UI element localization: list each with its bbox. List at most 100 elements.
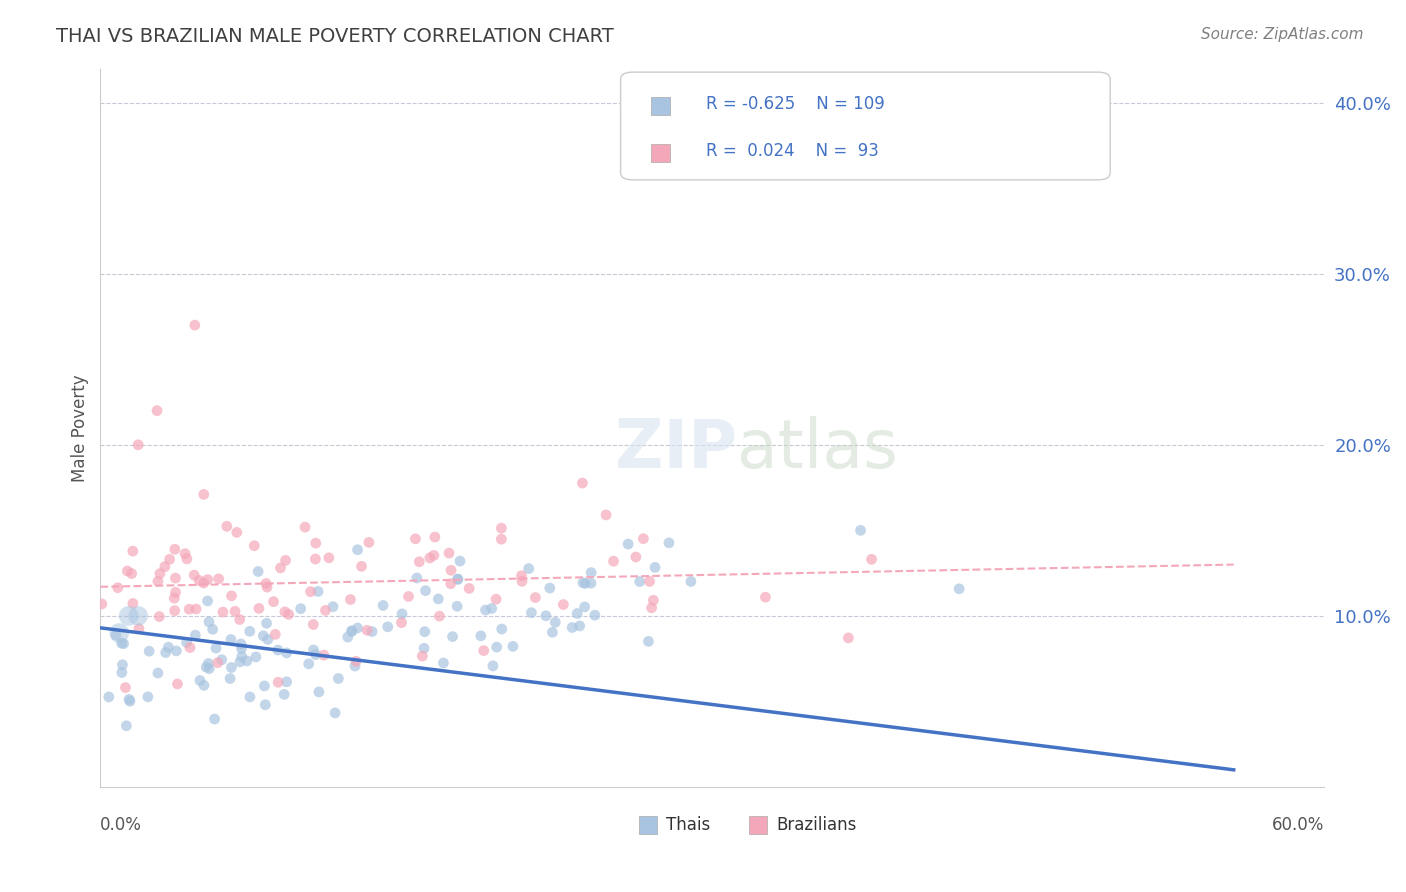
Point — [491, 532, 513, 546]
Point — [229, 612, 252, 626]
Point — [502, 640, 524, 654]
Point — [346, 542, 368, 557]
Point — [221, 660, 243, 674]
Point — [121, 544, 143, 558]
Point — [229, 655, 252, 669]
Point — [491, 622, 513, 636]
Point — [567, 607, 589, 621]
Point — [441, 630, 464, 644]
Point — [254, 698, 277, 712]
Point — [107, 581, 129, 595]
Point — [485, 640, 508, 654]
Point — [104, 628, 127, 642]
Point — [350, 559, 373, 574]
Point — [184, 602, 207, 616]
Text: ZIP: ZIP — [614, 417, 737, 483]
Point — [346, 621, 368, 635]
Point — [263, 594, 285, 608]
Point — [482, 659, 505, 673]
Point — [197, 594, 219, 608]
Point — [111, 665, 134, 680]
Point — [427, 591, 450, 606]
Text: atlas: atlas — [737, 417, 898, 483]
Point — [754, 590, 776, 604]
Point — [239, 690, 262, 704]
Point — [110, 636, 132, 650]
Bar — [651, 144, 669, 162]
Point — [481, 601, 503, 615]
Point — [146, 574, 169, 589]
Point — [188, 673, 211, 688]
Point — [305, 536, 328, 550]
Point — [520, 606, 543, 620]
Point — [413, 624, 436, 639]
Point — [118, 694, 141, 708]
Point — [163, 591, 186, 606]
Point — [118, 608, 141, 623]
Point — [254, 576, 277, 591]
Point — [299, 584, 322, 599]
Point — [314, 603, 336, 617]
Point — [127, 438, 149, 452]
Point — [298, 657, 321, 671]
Point — [115, 719, 138, 733]
Point — [269, 561, 291, 575]
Point — [247, 565, 270, 579]
Point — [404, 532, 426, 546]
Point — [318, 550, 340, 565]
Point — [136, 690, 159, 704]
Point — [485, 592, 508, 607]
Point — [391, 615, 413, 630]
Point — [188, 574, 211, 588]
Point — [276, 674, 298, 689]
Point — [470, 629, 492, 643]
Text: 0.0%: 0.0% — [100, 815, 142, 834]
Point — [574, 599, 596, 614]
Point — [305, 648, 328, 662]
Text: Source: ZipAtlas.com: Source: ZipAtlas.com — [1201, 27, 1364, 42]
Point — [617, 537, 640, 551]
Point — [264, 627, 287, 641]
Point — [193, 576, 215, 591]
Point — [290, 601, 312, 615]
Point — [204, 712, 226, 726]
Point — [198, 615, 221, 629]
Point — [429, 609, 451, 624]
Point — [184, 628, 207, 642]
Point — [322, 599, 344, 614]
Point — [114, 681, 136, 695]
Point — [308, 685, 330, 699]
Point — [340, 624, 363, 638]
Point — [157, 640, 180, 655]
Point — [219, 632, 242, 647]
Point — [201, 622, 224, 636]
Point — [574, 576, 596, 591]
Point — [474, 603, 496, 617]
Point — [491, 521, 513, 535]
Point — [561, 620, 583, 634]
Point — [356, 624, 378, 638]
Point — [159, 552, 181, 566]
Point — [163, 604, 186, 618]
Point — [658, 536, 681, 550]
Point — [312, 648, 335, 662]
Point — [166, 677, 188, 691]
Y-axis label: Male Poverty: Male Poverty — [72, 374, 89, 482]
Point — [398, 590, 420, 604]
Point — [637, 634, 659, 648]
Point — [239, 624, 262, 639]
Point — [118, 692, 141, 706]
Text: R = -0.625    N = 109: R = -0.625 N = 109 — [706, 95, 884, 113]
Bar — [638, 815, 657, 834]
Point — [245, 650, 267, 665]
Point — [215, 519, 238, 533]
Point — [628, 574, 651, 589]
Point — [197, 657, 219, 671]
Text: 60.0%: 60.0% — [1272, 815, 1324, 834]
Point — [221, 589, 243, 603]
Point — [117, 564, 139, 578]
Bar — [651, 97, 669, 115]
Point — [274, 553, 297, 567]
Point — [257, 632, 280, 647]
Point — [294, 520, 316, 534]
